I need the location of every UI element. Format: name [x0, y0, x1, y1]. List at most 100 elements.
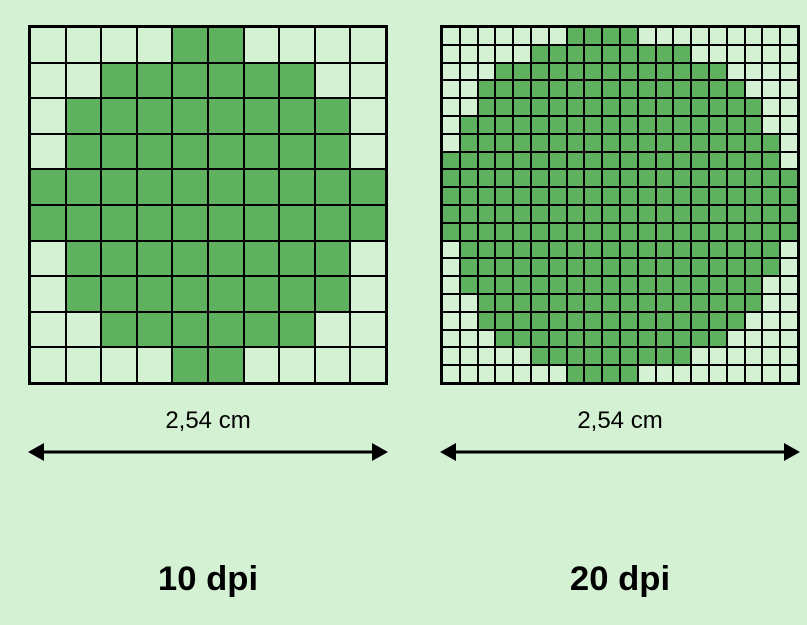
pixel-cell [673, 187, 691, 205]
pixel-cell [137, 134, 173, 170]
pixel-cell [442, 187, 460, 205]
pixel-cell [172, 27, 208, 63]
pixel-cell [762, 63, 780, 81]
pixel-cell [208, 63, 244, 99]
pixel-cell [549, 152, 567, 170]
pixel-cell [691, 27, 709, 45]
pixel-cell [513, 187, 531, 205]
pixel-cell [691, 63, 709, 81]
pixel-cell [460, 27, 478, 45]
pixel-cell [531, 330, 549, 348]
pixel-cell [709, 45, 727, 63]
pixel-cell [315, 27, 351, 63]
pixel-cell [620, 63, 638, 81]
pixel-cell [549, 294, 567, 312]
pixel-cell [495, 241, 513, 259]
pixel-cell [638, 330, 656, 348]
pixel-cell [745, 258, 763, 276]
pixel-cell [101, 312, 137, 348]
pixel-cell [137, 169, 173, 205]
pixel-cell [709, 134, 727, 152]
pixel-cell [727, 116, 745, 134]
pixel-cell [620, 347, 638, 365]
pixel-cell [531, 187, 549, 205]
pixel-cell [513, 134, 531, 152]
pixel-cell [620, 205, 638, 223]
pixel-cell [745, 152, 763, 170]
pixel-cell [691, 134, 709, 152]
pixel-cell [691, 330, 709, 348]
pixel-cell [244, 276, 280, 312]
pixel-cell [460, 187, 478, 205]
pixel-cell [350, 169, 386, 205]
pixel-cell [495, 347, 513, 365]
pixel-cell [620, 116, 638, 134]
pixel-cell [656, 294, 674, 312]
pixel-cell [30, 169, 66, 205]
pixel-cell [478, 63, 496, 81]
pixel-cell [478, 45, 496, 63]
pixel-cell [602, 223, 620, 241]
pixel-cell [442, 27, 460, 45]
pixel-cell [208, 205, 244, 241]
pixel-cell [762, 241, 780, 259]
pixel-cell [602, 45, 620, 63]
pixel-cell [780, 187, 798, 205]
pixel-cell [656, 241, 674, 259]
pixel-cell [442, 80, 460, 98]
pixel-cell [745, 169, 763, 187]
pixel-cell [567, 80, 585, 98]
pixel-cell [620, 258, 638, 276]
pixel-cell [567, 187, 585, 205]
pixel-cell [745, 116, 763, 134]
pixel-cell [620, 276, 638, 294]
pixel-cell [620, 187, 638, 205]
pixel-cell [602, 294, 620, 312]
pixel-cell [620, 98, 638, 116]
pixel-cell [101, 98, 137, 134]
pixel-cell [620, 241, 638, 259]
pixel-cell [727, 294, 745, 312]
pixel-cell [495, 169, 513, 187]
pixel-cell [442, 330, 460, 348]
pixel-cell [691, 116, 709, 134]
measurement-text-right: 2,54 cm [440, 407, 800, 435]
measurement-left: 2,54 cm [28, 407, 388, 441]
pixel-cell [709, 312, 727, 330]
pixel-cell [460, 80, 478, 98]
pixel-cell [30, 27, 66, 63]
pixel-cell [673, 98, 691, 116]
pixel-cell [584, 116, 602, 134]
pixel-cell [584, 152, 602, 170]
pixel-cell [531, 98, 549, 116]
pixel-cell [727, 223, 745, 241]
pixel-cell [478, 223, 496, 241]
pixel-cell [727, 312, 745, 330]
pixel-cell [656, 258, 674, 276]
pixel-cell [513, 241, 531, 259]
pixel-cell [495, 80, 513, 98]
pixel-cell [620, 134, 638, 152]
pixel-cell [442, 241, 460, 259]
pixel-cell [673, 205, 691, 223]
pixel-cell [567, 152, 585, 170]
pixel-cell [691, 347, 709, 365]
pixel-cell [244, 205, 280, 241]
pixel-cell [602, 241, 620, 259]
pixel-cell [656, 45, 674, 63]
pixel-cell [549, 241, 567, 259]
pixel-cell [478, 169, 496, 187]
pixel-cell [656, 205, 674, 223]
pixel-cell [620, 365, 638, 383]
pixel-cell [602, 258, 620, 276]
pixel-cell [101, 276, 137, 312]
pixel-cell [762, 365, 780, 383]
pixel-cell [137, 27, 173, 63]
pixel-cell [656, 312, 674, 330]
pixel-cell [478, 347, 496, 365]
pixel-cell [350, 134, 386, 170]
pixel-cell [279, 27, 315, 63]
pixel-cell [30, 347, 66, 383]
pixel-cell [780, 134, 798, 152]
pixel-cell [137, 98, 173, 134]
